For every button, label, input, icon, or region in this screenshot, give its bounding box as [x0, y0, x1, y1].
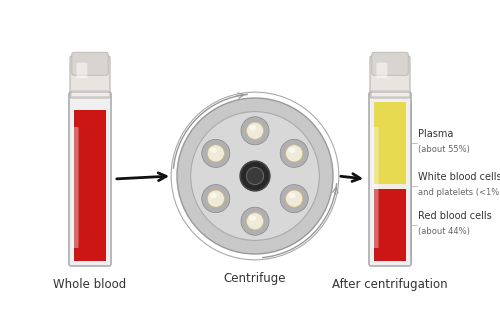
- Ellipse shape: [246, 167, 264, 185]
- Ellipse shape: [240, 161, 270, 191]
- Ellipse shape: [288, 148, 296, 153]
- Ellipse shape: [190, 112, 320, 240]
- FancyBboxPatch shape: [70, 56, 110, 98]
- Text: White blood cells: White blood cells: [418, 172, 500, 182]
- FancyBboxPatch shape: [72, 127, 78, 248]
- Ellipse shape: [207, 145, 224, 162]
- Ellipse shape: [214, 165, 249, 187]
- Text: Plasma: Plasma: [418, 129, 454, 139]
- Ellipse shape: [249, 215, 256, 221]
- Text: Centrifuge: Centrifuge: [224, 272, 286, 285]
- Ellipse shape: [241, 207, 269, 235]
- Ellipse shape: [286, 145, 303, 162]
- Text: Red blood cells: Red blood cells: [418, 211, 492, 221]
- Bar: [374, 102, 406, 184]
- FancyBboxPatch shape: [76, 63, 88, 78]
- FancyBboxPatch shape: [376, 63, 388, 78]
- Ellipse shape: [244, 135, 266, 170]
- FancyBboxPatch shape: [72, 52, 108, 75]
- Text: Whole blood: Whole blood: [54, 278, 127, 291]
- Ellipse shape: [207, 190, 224, 207]
- Bar: [74, 110, 106, 261]
- Ellipse shape: [246, 122, 264, 139]
- Text: and platelets (<1%): and platelets (<1%): [418, 188, 500, 197]
- Ellipse shape: [202, 139, 230, 167]
- Ellipse shape: [177, 98, 333, 254]
- Bar: [71, 90, 109, 96]
- FancyBboxPatch shape: [370, 56, 410, 98]
- Bar: [371, 90, 409, 96]
- Ellipse shape: [286, 190, 303, 207]
- FancyBboxPatch shape: [369, 92, 411, 266]
- Ellipse shape: [210, 193, 217, 198]
- Ellipse shape: [288, 193, 296, 198]
- Ellipse shape: [261, 165, 296, 187]
- Ellipse shape: [280, 185, 308, 213]
- Ellipse shape: [210, 148, 217, 153]
- Ellipse shape: [249, 125, 256, 130]
- Bar: [374, 184, 406, 189]
- FancyBboxPatch shape: [69, 92, 111, 266]
- Text: (about 44%): (about 44%): [418, 227, 470, 236]
- Ellipse shape: [280, 139, 308, 167]
- Ellipse shape: [246, 213, 264, 230]
- Ellipse shape: [202, 185, 230, 213]
- Text: (about 55%): (about 55%): [418, 145, 470, 154]
- Text: After centrifugation: After centrifugation: [332, 278, 448, 291]
- Bar: [374, 189, 406, 261]
- Ellipse shape: [244, 182, 266, 217]
- FancyBboxPatch shape: [372, 127, 378, 248]
- Ellipse shape: [241, 117, 269, 145]
- FancyBboxPatch shape: [372, 52, 408, 75]
